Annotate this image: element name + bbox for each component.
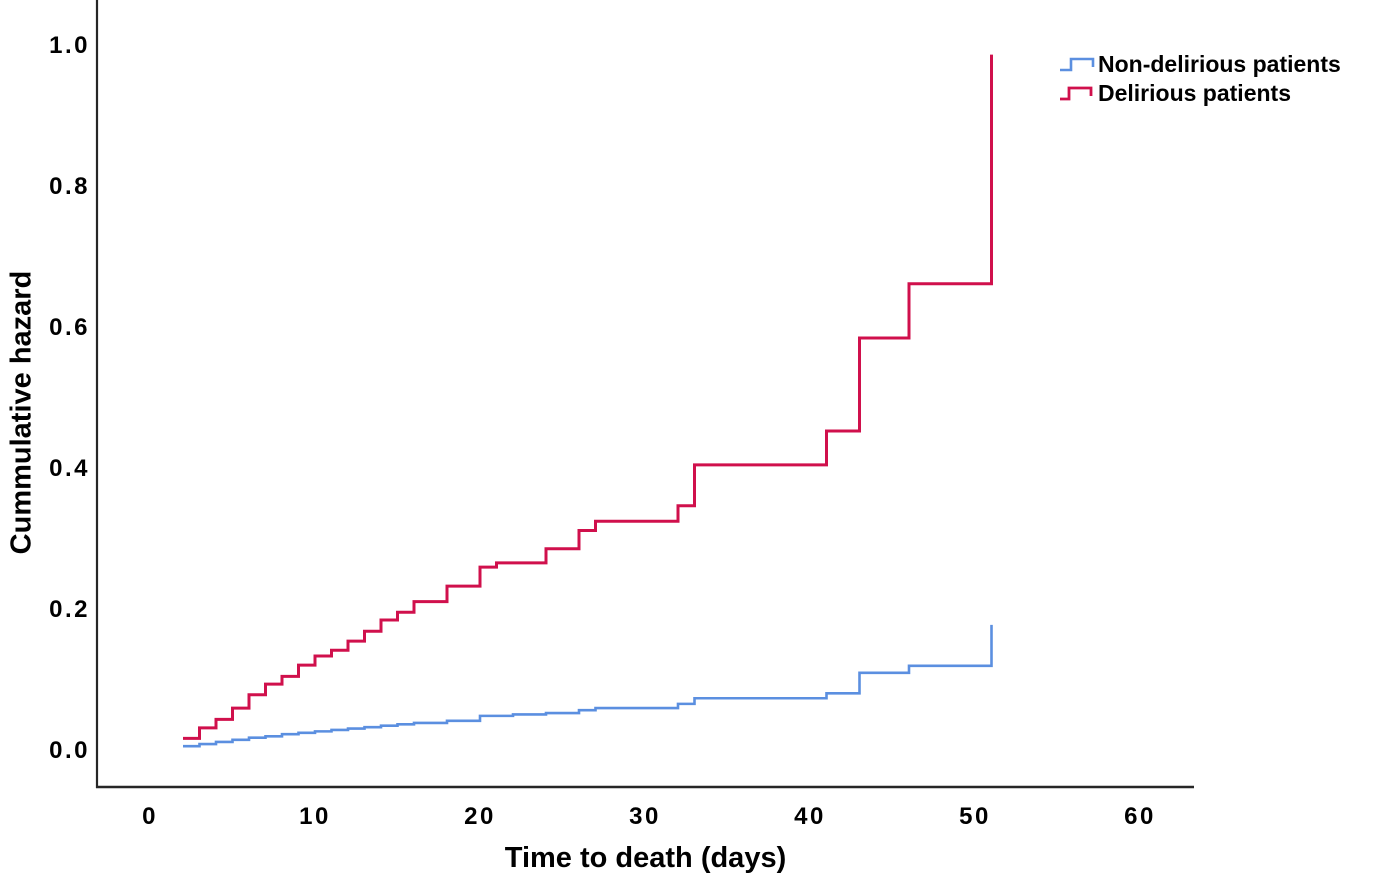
legend-item-non-delirious: Non-delirious patients — [1058, 50, 1341, 79]
x-tick-label: 40 — [794, 803, 826, 830]
x-tick-label: 20 — [464, 803, 496, 830]
y-tick-label: 0.2 — [49, 596, 90, 623]
x-tick-label: 10 — [299, 803, 331, 830]
step-line-red-icon-stroke — [1060, 86, 1093, 100]
legend-label-delirious: Delirious patients — [1098, 80, 1291, 106]
y-axis-title: Cummulative hazard — [5, 270, 38, 555]
legend-label-non-delirious: Non-delirious patients — [1098, 51, 1341, 77]
x-tick-label: 50 — [959, 803, 991, 830]
series-delirious-curve — [183, 54, 993, 740]
x-tick-label: 0 — [142, 803, 158, 830]
legend-item-delirious: Delirious patients — [1058, 79, 1341, 108]
x-axis-title: Time to death (days) — [504, 842, 787, 874]
y-tick-label: 0.0 — [49, 737, 90, 764]
step-line-red-icon — [1060, 86, 1093, 100]
x-tick-label: 60 — [1124, 803, 1156, 830]
y-tick-label: 0.8 — [49, 173, 90, 200]
y-tick-label: 1.0 — [49, 32, 90, 59]
legend: Non-delirious patients Delirious patient… — [1058, 50, 1341, 108]
series-non-delirious-curve — [183, 624, 993, 748]
step-line-blue-icon — [1060, 57, 1095, 71]
step-line-blue-icon-stroke — [1060, 57, 1095, 71]
y-tick-label: 0.4 — [49, 455, 90, 482]
x-tick-label: 30 — [629, 803, 661, 830]
y-tick-label: 0.6 — [49, 314, 90, 341]
